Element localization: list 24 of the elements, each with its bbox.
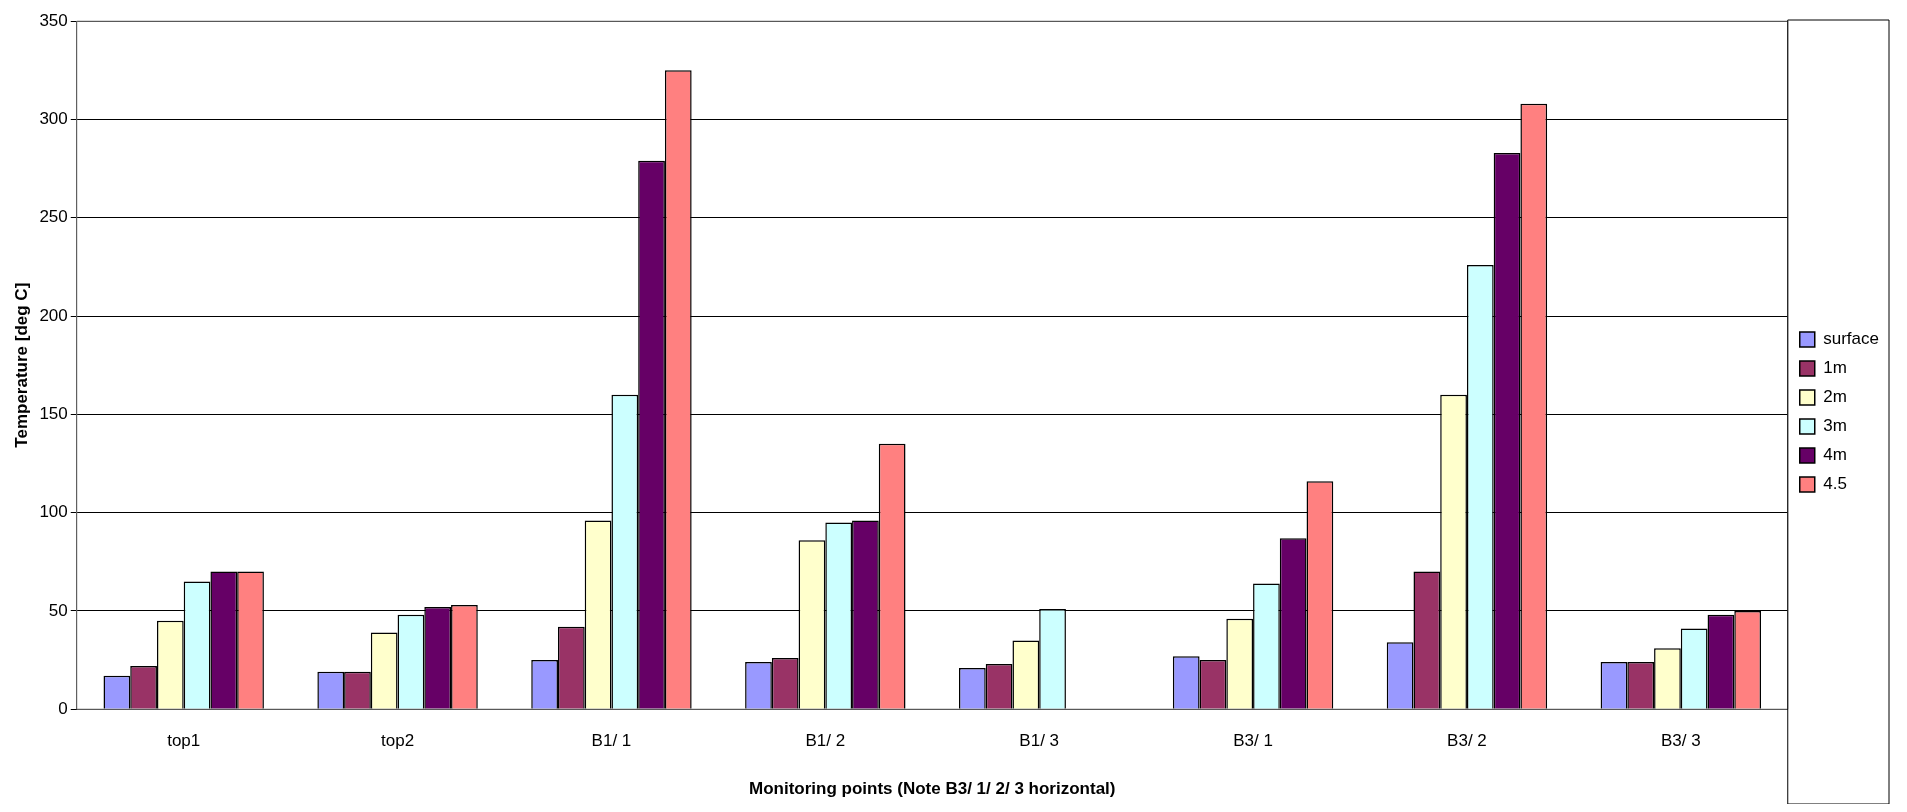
y-tick-label: 50 [48, 600, 68, 620]
legend-label: 3m [1823, 416, 1847, 436]
y-axis-title: Temperature [deg C] [11, 282, 31, 448]
y-tick-label: 350 [39, 10, 68, 30]
y-tick-label: 300 [39, 109, 68, 129]
x-tick-label: top2 [381, 731, 415, 751]
y-tick-label: 0 [58, 698, 68, 718]
legend-label: surface [1823, 329, 1879, 349]
x-tick-label: B1/ 3 [1019, 731, 1060, 751]
legend-label: 4.5 [1823, 474, 1847, 494]
x-tick-label: B1/ 2 [805, 731, 846, 751]
y-tick-label: 250 [39, 207, 68, 227]
x-tick-label: B3/ 2 [1447, 731, 1487, 751]
x-axis-title: Monitoring points (Note B3/ 1/ 2/ 3 horizontal) [749, 779, 1116, 799]
y-tick-label: 200 [39, 305, 68, 325]
x-tick-label: B1/ 1 [591, 731, 632, 751]
x-tick-label: top1 [167, 731, 201, 751]
x-tick-label: B3/ 3 [1660, 731, 1701, 751]
y-tick-label: 150 [39, 404, 68, 424]
y-tick-label: 100 [39, 502, 68, 522]
legend-label: 1m [1823, 358, 1847, 378]
x-tick-label: B3/ 1 [1233, 731, 1273, 751]
legend-label: 2m [1823, 387, 1847, 407]
legend-label: 4m [1823, 445, 1847, 465]
